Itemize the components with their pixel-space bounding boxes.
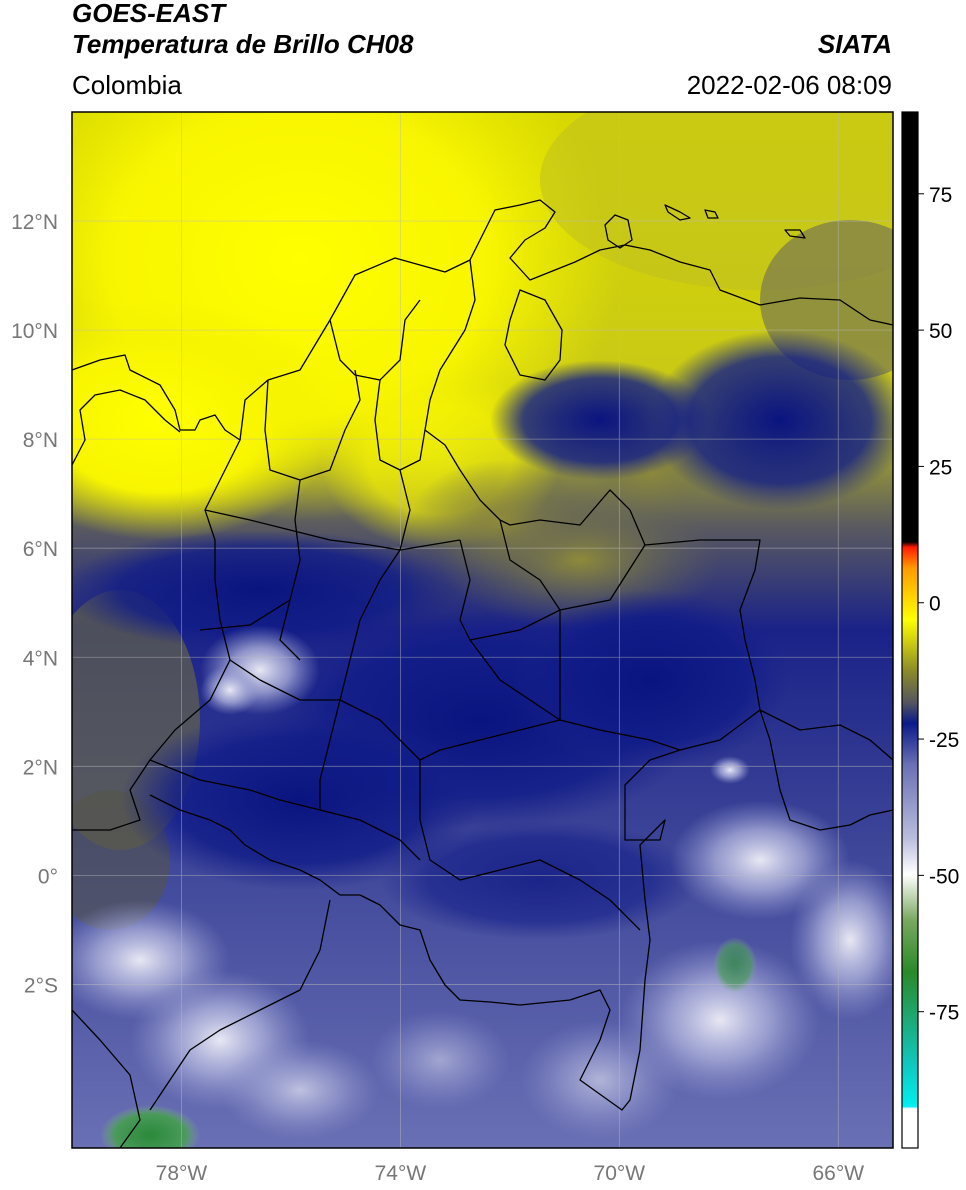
internal-1: [264, 369, 361, 481]
latitude-tick-label: 8°N: [23, 429, 58, 452]
peru-ecuador-border: [149, 899, 331, 1111]
longitude-tick-label: 66°W: [812, 1162, 864, 1185]
datetime-label: 2022-02-06 08:09: [686, 70, 892, 100]
ecuador-coast: [72, 1009, 141, 1148]
internal-16: [469, 639, 561, 721]
internal-5: [279, 479, 301, 661]
lake-maracaibo: [504, 289, 563, 381]
colorbar-tick-label: 0: [929, 593, 941, 616]
internal-4: [204, 509, 461, 551]
imagery-layer: [72, 112, 893, 1148]
colorbar-tick-label: -75: [929, 1002, 959, 1025]
longitude-tick-label: 70°W: [594, 1162, 646, 1185]
coastline-pacific: [72, 439, 241, 831]
latitude-tick-label: 0°: [38, 865, 58, 888]
island-3: [704, 209, 719, 219]
latitude-tick-label: 12°N: [11, 211, 58, 234]
region-label: Colombia: [72, 70, 182, 100]
internal-11: [229, 659, 421, 761]
internal-10: [419, 760, 641, 931]
satellite-title: GOES-EAST: [72, 0, 226, 28]
colorbar: [901, 111, 919, 1149]
colorbar-tick-label: 25: [929, 456, 952, 479]
internal-9: [419, 610, 561, 761]
internal-3: [374, 379, 426, 471]
colorbar-tick-label: 50: [929, 320, 952, 343]
internal-7: [459, 539, 561, 641]
internal-12: [149, 759, 421, 861]
map-frame: [71, 111, 894, 1149]
product-title: Temperatura de Brillo CH08: [72, 29, 414, 59]
agency-label: SIATA: [817, 29, 892, 59]
internal-14: [199, 599, 291, 631]
colombia-venezuela-border: [424, 259, 893, 831]
island-1: [604, 214, 633, 249]
latitude-tick-label: 4°N: [23, 647, 58, 670]
colombia-peru-ecuador-border: [149, 794, 341, 896]
colombia-brazil-border: [340, 709, 761, 1111]
colorbar-tick-label: -25: [929, 729, 959, 752]
internal-6: [339, 469, 411, 701]
latitude-tick-label: 10°N: [11, 320, 58, 343]
latitude-tick-label: 2°S: [24, 974, 58, 997]
graticule: [72, 112, 893, 1148]
coastline-caribbean: [72, 199, 893, 441]
colorbar-tick-label: -50: [929, 865, 959, 888]
internal-8: [499, 519, 646, 611]
venezuela-brazil-border: [759, 709, 893, 761]
longitude-tick-labels: 78°W 74°W 70°W 66°W: [156, 1162, 865, 1185]
coastline-panama: [72, 389, 181, 466]
island-4: [784, 229, 806, 239]
latitude-tick-label: 2°N: [23, 756, 58, 779]
latitude-tick-labels: 12°N 10°N 8°N 6°N 4°N 2°N 0° 2°S: [11, 211, 58, 997]
borders: [72, 199, 893, 1148]
colorbar-tick-labels: 75 50 25 0 -25 -50 -75: [918, 184, 959, 1025]
colorbar-tick-label: 75: [929, 184, 952, 207]
longitude-tick-label: 78°W: [156, 1162, 208, 1185]
latitude-tick-label: 6°N: [23, 538, 58, 561]
internal-13: [559, 719, 681, 751]
island-2: [664, 204, 691, 221]
longitude-tick-label: 74°W: [375, 1162, 427, 1185]
internal-15: [319, 699, 341, 810]
